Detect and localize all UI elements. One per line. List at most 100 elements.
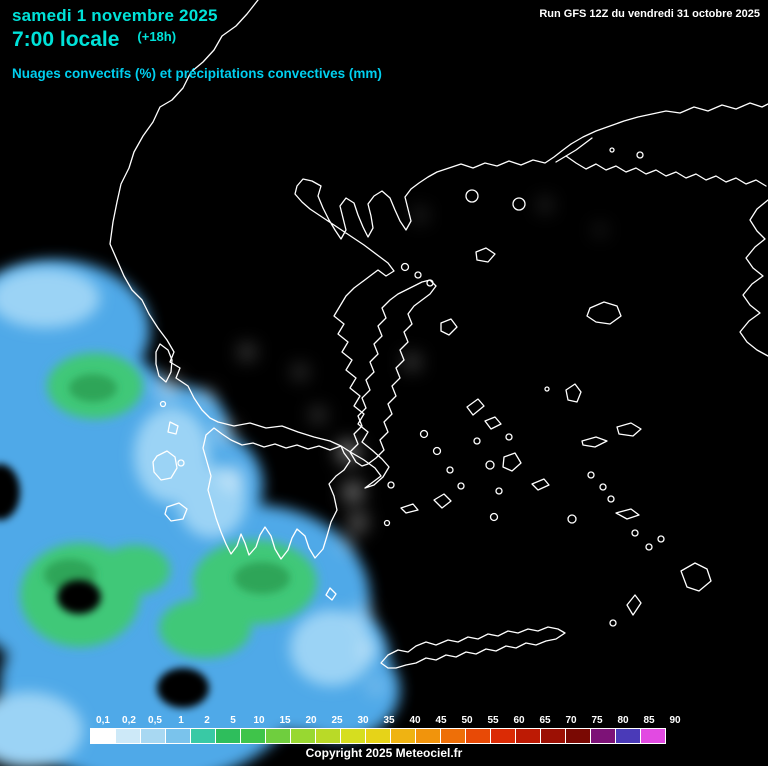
legend-value: 35 xyxy=(383,715,395,726)
time-line: 7:00 locale (+18h) xyxy=(12,28,176,52)
island-skopelos xyxy=(414,271,422,279)
legend-swatch xyxy=(115,728,141,744)
legend-swatch xyxy=(340,728,366,744)
legend-swatch xyxy=(565,728,591,744)
legend-value: 40 xyxy=(409,715,421,726)
legend-value: 20 xyxy=(305,715,317,726)
island-psara xyxy=(544,386,550,392)
island-marmara-2 xyxy=(636,151,644,159)
local-time-text: 7:00 locale xyxy=(12,28,120,51)
legend-swatches-row xyxy=(90,728,688,744)
legend-swatch xyxy=(365,728,391,744)
legend-value: 15 xyxy=(279,715,291,726)
legend-value: 80 xyxy=(617,715,629,726)
island-symi xyxy=(657,535,665,543)
island-skiathos xyxy=(400,262,410,272)
island-aegina xyxy=(387,481,395,489)
island-alonissos xyxy=(426,279,434,287)
legend-swatch xyxy=(590,728,616,744)
legend-value: 70 xyxy=(565,715,577,726)
legend-value: 1 xyxy=(178,715,184,726)
island-lefkada xyxy=(167,421,179,435)
legend-swatch xyxy=(290,728,316,744)
island-tinos xyxy=(484,416,502,430)
island-marmara xyxy=(609,147,615,153)
legend-swatch xyxy=(540,728,566,744)
legend-labels-row: 0,1 0,2 0,5 1 2 5 10 15 20 25 30 35 40 45 50 55 60 65 70 75… xyxy=(90,714,688,728)
island-lesbos xyxy=(586,301,622,325)
island-skyros xyxy=(440,318,458,336)
island-kasos xyxy=(609,619,617,627)
legend-swatch xyxy=(140,728,166,744)
legend-swatch xyxy=(615,728,641,744)
copyright-text: Copyright 2025 Meteociel.fr xyxy=(305,746,463,760)
island-mykonos xyxy=(505,433,513,441)
legend-swatch xyxy=(415,728,441,744)
precip-hole-layer xyxy=(0,464,209,708)
legend-value: 45 xyxy=(435,715,447,726)
coast-marmara-south xyxy=(565,155,767,187)
legend-value: 30 xyxy=(357,715,369,726)
coast-crete xyxy=(380,626,566,669)
legend-swatch xyxy=(240,728,266,744)
island-milos xyxy=(433,493,452,509)
island-limnos xyxy=(475,247,496,263)
island-sifnos xyxy=(457,482,465,490)
island-corfu xyxy=(155,343,173,383)
island-kalymnos xyxy=(607,495,615,503)
legend-value: 25 xyxy=(331,715,343,726)
cloud-cover-layer xyxy=(156,198,606,694)
island-astypalea xyxy=(567,514,577,524)
coast-marmara-north xyxy=(570,102,768,145)
legend-swatch xyxy=(515,728,541,744)
legend-swatch xyxy=(465,728,491,744)
island-kefalonia xyxy=(152,450,178,481)
island-syros xyxy=(473,437,481,445)
legend-value: 0,5 xyxy=(148,715,162,726)
island-santorini xyxy=(489,512,499,522)
legend-swatch xyxy=(215,728,241,744)
island-kythira xyxy=(325,587,337,601)
legend-value: 55 xyxy=(487,715,499,726)
bottom-frame-line xyxy=(0,766,768,768)
island-kos xyxy=(615,508,640,520)
legend-swatch xyxy=(190,728,216,744)
legend-value: 60 xyxy=(513,715,525,726)
model-run-info: Run GFS 12Z du vendredi 31 octobre 2025 xyxy=(539,8,760,20)
island-karpathos xyxy=(626,594,642,616)
coastlines xyxy=(109,0,768,669)
island-tilos xyxy=(645,543,653,551)
island-serifos xyxy=(446,466,454,474)
island-hydra xyxy=(400,503,419,514)
legend-swatch xyxy=(315,728,341,744)
legend-value: 75 xyxy=(591,715,603,726)
island-samothrace xyxy=(512,197,526,211)
legend-value: 90 xyxy=(669,715,681,726)
island-samos xyxy=(616,422,642,437)
island-chios xyxy=(565,383,582,403)
coast-peloponnese xyxy=(202,427,351,560)
island-kea xyxy=(419,429,429,439)
island-thasos xyxy=(465,189,479,203)
island-ios xyxy=(495,487,503,495)
island-paros xyxy=(485,460,495,470)
island-paxi xyxy=(159,400,167,408)
legend-value: 50 xyxy=(461,715,473,726)
forecast-offset: (+18h) xyxy=(137,29,177,44)
coast-turkey xyxy=(739,199,768,357)
legend-scale: 0,1 0,2 0,5 1 2 5 10 15 20 25 30 35 40 45 50 55 60 65 70 75… xyxy=(90,714,688,744)
island-kythnos xyxy=(432,446,442,456)
island-ikaria xyxy=(581,436,608,448)
island-rhodes xyxy=(680,562,712,592)
date-line: samedi 1 novembre 2025 xyxy=(12,6,218,25)
legend-swatch xyxy=(90,728,116,744)
island-patmos xyxy=(587,471,595,479)
legend-value: 2 xyxy=(204,715,210,726)
legend-swatch xyxy=(440,728,466,744)
island-andros xyxy=(466,398,485,416)
legend-swatch xyxy=(390,728,416,744)
legend-value: 5 xyxy=(230,715,236,726)
coast-mainland xyxy=(109,0,572,489)
